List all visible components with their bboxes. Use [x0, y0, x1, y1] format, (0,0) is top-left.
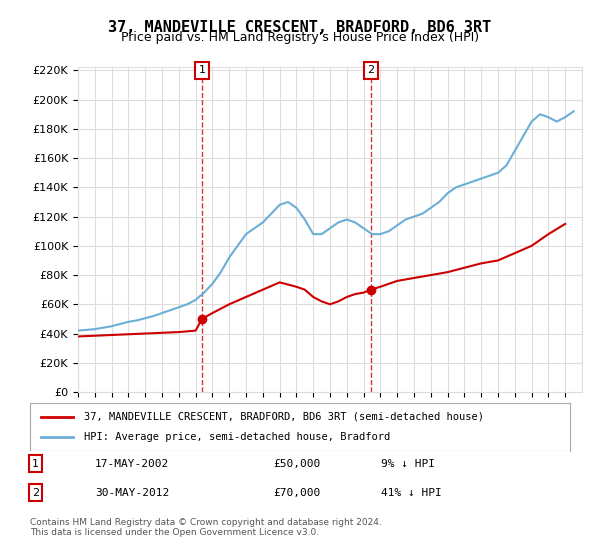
Text: 2: 2: [367, 66, 374, 76]
Text: 30-MAY-2012: 30-MAY-2012: [95, 488, 169, 498]
Text: £70,000: £70,000: [273, 488, 320, 498]
Text: HPI: Average price, semi-detached house, Bradford: HPI: Average price, semi-detached house,…: [84, 432, 390, 442]
Text: Price paid vs. HM Land Registry's House Price Index (HPI): Price paid vs. HM Land Registry's House …: [121, 31, 479, 44]
Text: 2: 2: [32, 488, 39, 498]
Text: Contains HM Land Registry data © Crown copyright and database right 2024.
This d: Contains HM Land Registry data © Crown c…: [30, 518, 382, 538]
Text: 1: 1: [199, 66, 205, 76]
Text: 37, MANDEVILLE CRESCENT, BRADFORD, BD6 3RT (semi-detached house): 37, MANDEVILLE CRESCENT, BRADFORD, BD6 3…: [84, 412, 484, 422]
Text: 17-MAY-2002: 17-MAY-2002: [95, 459, 169, 469]
Text: 37, MANDEVILLE CRESCENT, BRADFORD, BD6 3RT: 37, MANDEVILLE CRESCENT, BRADFORD, BD6 3…: [109, 20, 491, 35]
Text: 41% ↓ HPI: 41% ↓ HPI: [381, 488, 442, 498]
Text: 9% ↓ HPI: 9% ↓ HPI: [381, 459, 435, 469]
Text: 1: 1: [32, 459, 39, 469]
Text: £50,000: £50,000: [273, 459, 320, 469]
